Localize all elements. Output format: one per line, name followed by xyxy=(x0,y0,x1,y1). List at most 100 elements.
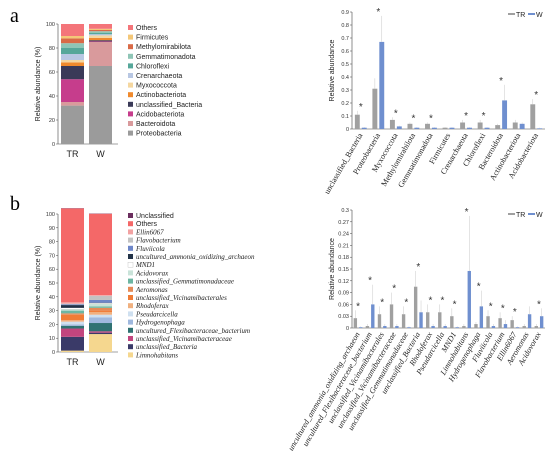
legend-swatch-acidobacteriota xyxy=(128,111,133,117)
x-category-label: W xyxy=(96,357,105,367)
legend-swatch-uncultured-flexibacteraceae-bacterium xyxy=(128,327,133,333)
legend-swatch-unclassified-bacteria xyxy=(128,101,133,107)
bar-tr-unclassified-bacteria xyxy=(354,114,360,129)
legend-swatch-flavobacterium xyxy=(128,237,133,243)
bar-w-myxococcota xyxy=(396,126,402,129)
bar-tr-hydrogenophaga xyxy=(474,324,478,328)
legend-label-fluviicola: Fluviicola xyxy=(135,245,165,253)
y-tick-label: 0.3 xyxy=(341,208,349,214)
legend-swatch-acidovorax xyxy=(128,270,133,276)
legend-label-uncultured-flexibacteraceae-bacterium: uncultured_Flexibacteraceae_bacterium xyxy=(136,327,250,335)
y-tick-label: 40 xyxy=(49,94,55,100)
y-tick-label: 0.6 xyxy=(341,49,349,55)
bar-w-aeromonas xyxy=(527,314,532,328)
legend-label-tr: TR xyxy=(516,212,525,219)
legend-label-rhodoferax: Rhodoferax xyxy=(135,302,170,310)
stack-segment-aeromonas-w xyxy=(89,307,112,311)
chart-a-stacked-bar: 0 20 40 60 80 100 Relative abundance (%) TR W Oth… xyxy=(35,22,202,159)
bar-tr-unclassified-vicinamibacteraceae xyxy=(389,304,394,328)
legend-swatch-unclassified-vicinamibacteraceae xyxy=(128,336,133,341)
y-tick-label: 0.15 xyxy=(338,267,349,273)
panel-label-b: b xyxy=(10,193,20,215)
stack-segment-firmicutes-w xyxy=(89,28,112,30)
y-tick-label: 20 xyxy=(49,322,55,328)
y-tick-label: 0.9 xyxy=(341,10,349,16)
legend-label-ellin6067: Ellin6067 xyxy=(135,228,164,236)
legend-label-tr: TR xyxy=(516,12,525,19)
y-tick-label: 0.8 xyxy=(341,23,349,29)
x-category-label: TR xyxy=(67,149,79,159)
legend-label-crenarchaeota: Crenarchaeota xyxy=(136,73,182,80)
stack-segment-unclassified-bacteria-w xyxy=(89,40,112,42)
stack-segment-gemmatimonadota-w xyxy=(89,31,112,33)
significance-star: * xyxy=(376,7,380,18)
x-category-label: TR xyxy=(67,357,79,367)
stack-segment-ellin6067-tr xyxy=(61,302,84,304)
stack-segment-bacteroidota-w xyxy=(89,42,112,66)
panel-label-a: a xyxy=(10,5,19,27)
significance-star: * xyxy=(411,114,415,125)
bar-w-flavobacterium xyxy=(503,324,508,328)
legend-swatch-proteobacteria xyxy=(128,130,133,136)
legend-label-w: W xyxy=(536,212,543,219)
legend-label-methylomirabilota: Methylomirabilota xyxy=(136,44,191,51)
y-axis-title: Relative abundance xyxy=(329,39,336,101)
significance-star: * xyxy=(537,299,541,310)
chart-b-genus-bars: 0 0.03 0.06 0.09 0.12 0.15 0.18 0.21 0.24 0.27 0.3… xyxy=(286,207,545,452)
legend-label-flavobacterium: Flavobacterium xyxy=(135,237,181,245)
legend-label-unclassified-vicinamibacteraceae: unclassified_Vicinamibacteraceae xyxy=(136,335,232,343)
bar-w-firmicutes xyxy=(449,127,455,129)
stack-segment-myxococcota-w xyxy=(89,35,112,38)
legend-label-others: Others xyxy=(136,221,158,228)
stack-segment-actinobacteriota-tr xyxy=(61,62,84,66)
stack-segment-proteobacteria-tr xyxy=(61,105,84,144)
bar-tr-myxococcota xyxy=(389,119,395,129)
legend-label-actinobacteriota: Actinobacteriota xyxy=(136,92,186,99)
bar-tr-chloroflexi xyxy=(477,122,483,129)
bar-w-gemmatimonadota xyxy=(431,127,437,129)
bar-w-proteobacteria xyxy=(379,41,385,129)
bar-w-actinobacteriota xyxy=(519,123,525,129)
bar-tr-uncultured-ammonia-oxidizing-archaeon xyxy=(353,318,358,328)
significance-star: * xyxy=(380,297,384,308)
bar-tr-methylomirabilota xyxy=(407,123,413,129)
bar-w-mnd1 xyxy=(455,327,459,328)
bar-tr-flavobacterium xyxy=(498,318,502,328)
significance-star: * xyxy=(453,299,457,310)
significance-star: * xyxy=(534,90,538,101)
legend-swatch-unclassified-gemmatimonadaceae xyxy=(128,278,133,284)
bar-w-crenarchaeota xyxy=(467,127,472,129)
legend-swatch-myxococcota xyxy=(128,82,133,88)
y-tick-label: 0.03 xyxy=(338,314,349,320)
bar-w-unclassified-bacteria xyxy=(361,127,367,129)
y-tick-label: 80 xyxy=(49,240,55,246)
stack-segment-acidobacteriota-w xyxy=(89,41,112,42)
legend-swatch-actinobacteriota xyxy=(128,92,133,98)
legend-swatch-hydrogenophaga xyxy=(128,319,133,325)
significance-star: * xyxy=(477,282,481,293)
legend-label-acidovorax: Acidovorax xyxy=(135,269,169,277)
legend-swatch-pseudarcicella xyxy=(128,311,133,317)
bar-w-chloroflexi xyxy=(484,127,490,129)
stack-segment-limnohabitans-tr xyxy=(61,350,84,352)
legend-swatch-limnohabitans xyxy=(128,352,133,358)
significance-star: * xyxy=(429,114,433,125)
bar-w-ellin6067 xyxy=(515,327,520,328)
y-tick-label: 0.1 xyxy=(341,114,349,120)
stack-segment-acidovorax-tr xyxy=(61,309,84,311)
legend-label-w: W xyxy=(536,12,543,19)
significance-star: * xyxy=(501,303,505,314)
bar-tr-firmicutes xyxy=(442,127,448,129)
stack-segment-ellin6067-w xyxy=(89,295,112,296)
bar-w-pseudarcicella xyxy=(443,326,447,328)
legend-label-aeromonas: Aeromonas xyxy=(135,286,168,294)
bar-tr-uncultured-flexibacteraceae-bacterium xyxy=(365,326,370,328)
significance-star: * xyxy=(368,276,372,287)
y-tick-label: 0.09 xyxy=(338,291,349,297)
bar-w-unclassified-vicinamibacterales xyxy=(383,326,387,328)
legend-swatch-rhodoferax xyxy=(128,303,133,309)
y-tick-label: 60 xyxy=(49,267,55,273)
significance-star: * xyxy=(394,108,398,119)
bar-w-bacteroidota xyxy=(502,100,508,129)
